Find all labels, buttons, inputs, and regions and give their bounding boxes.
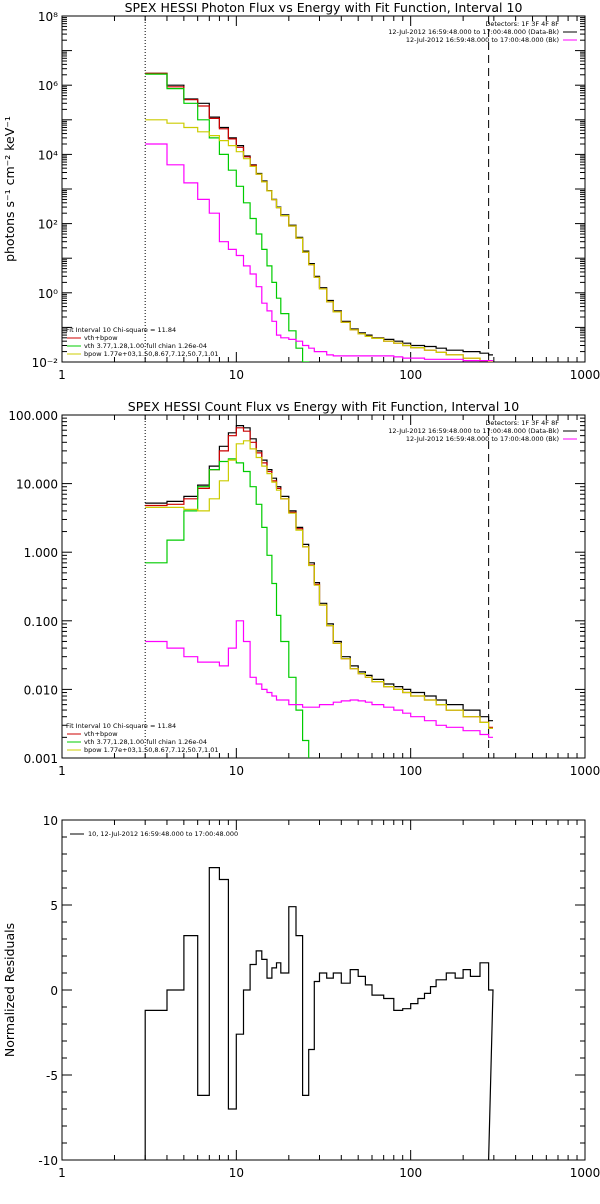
series-line-1 (145, 72, 493, 356)
y-tick-label: 0.100 (24, 615, 58, 629)
y-tick-label: -5 (46, 1069, 58, 1083)
y-tick-label: 5 (50, 899, 58, 913)
series-line-2 (145, 427, 493, 728)
y-tick-label: 0.010 (24, 683, 58, 697)
legend-entry: 12-Jul-2012 16:59:48.000 to 17:00:48.000… (406, 36, 559, 44)
y-tick-label: 10 (43, 814, 58, 828)
legend-entry: bpow 1.77e+03,1.50,8.67,7.12,50.7,1.01 (84, 350, 219, 358)
x-tick-label: 100 (399, 368, 422, 382)
chart-panel-3: 1 10 100 1000 -10 -5 0 5 10 Normalized Residuals 1… (2, 814, 600, 1180)
legend-entry: vth+bpow (84, 334, 118, 342)
x-tick-label: 1000 (570, 764, 600, 778)
legend-entry: vth 3.77,1.28,1.00 full chian 1.26e-04 (84, 342, 207, 350)
legend-entry: Detectors: 1F 3F 4F 8F (485, 419, 559, 427)
series-line-4 (145, 119, 493, 362)
x-tick-label: 1 (58, 764, 66, 778)
legend-entry: Fit Interval 10 Chi-square = 11.84 (66, 326, 176, 334)
x-tick-label: 10 (229, 368, 244, 382)
x-tick-label: 100 (399, 764, 422, 778)
plot-frame (61, 15, 586, 363)
y-tick-label: 10⁶ (38, 79, 58, 93)
series-line-3 (145, 73, 310, 362)
x-tick-label: 1 (58, 368, 66, 382)
plot-frame (61, 414, 586, 759)
y-tick-label: 10² (38, 218, 58, 232)
legend-entry: 12-Jul-2012 16:59:48.000 to 17:00:48.000… (388, 427, 559, 435)
y-tick-label: -10 (38, 1154, 58, 1168)
legend-entry: 12-Jul-2012 16:59:48.000 to 17:00:48.000… (388, 28, 559, 36)
chart-panel-1: 1 10 100 1000 10⁻² 10⁰ 10² 10⁴ 10⁶ 10⁸ SPEX HESSI … (2, 0, 600, 382)
series-line-5 (145, 143, 493, 362)
x-tick-label: 1000 (570, 1166, 600, 1180)
legend-entry: 12-Jul-2012 16:59:48.000 to 17:00:48.000… (406, 435, 559, 443)
y-tick-label: 10⁰ (38, 287, 58, 301)
legend-entry: Detectors: 1F 3F 4F 8F (485, 20, 559, 28)
y-tick-label: 10⁴ (38, 148, 58, 162)
series-line-1 (145, 425, 493, 722)
legend-entry: vth+bpow (84, 730, 118, 738)
y-axis-label: photons s⁻¹ cm⁻² keV⁻¹ (2, 116, 17, 262)
y-tick-label: 10⁻² (32, 356, 59, 370)
y-tick-label: 100.000 (8, 409, 58, 423)
y-tick-label: 10.000 (16, 478, 58, 492)
legend-entry: bpow 1.77e+03,1.50,8.67,7.12,50.7,1.01 (84, 746, 219, 754)
chart-panel-2: 1 10 100 1000 0.001 0.010 0.100 1.000 10.000 100.… (8, 399, 600, 778)
x-tick-label: 10 (229, 764, 244, 778)
x-tick-label: 1000 (570, 368, 600, 382)
x-tick-label: 100 (399, 1166, 422, 1180)
x-tick-label: 10 (229, 1166, 244, 1180)
plot-frame (61, 819, 586, 1161)
y-tick-label: 0 (50, 984, 58, 998)
chart-title: SPEX HESSI Count Flux vs Energy with Fit… (128, 399, 519, 414)
y-tick-label: 1.000 (24, 546, 58, 560)
y-tick-label: 10⁸ (38, 10, 58, 24)
y-tick-label: 0.001 (24, 752, 58, 766)
series-line-1 (144, 867, 494, 1160)
y-axis-label: Normalized Residuals (2, 923, 17, 1057)
legend-entry: vth 3.77,1.28,1.00 full chian 1.26e-04 (84, 738, 207, 746)
series-line-4 (145, 440, 493, 729)
chart-title: SPEX HESSI Photon Flux vs Energy with Fi… (125, 0, 523, 15)
series-line-5 (145, 620, 493, 738)
x-tick-label: 1 (58, 1166, 66, 1180)
legend-entry: Fit Interval 10 Chi-square = 11.84 (66, 722, 176, 730)
legend-entry: 10, 12-Jul-2012 16:59:48.000 to 17:00:48… (88, 830, 238, 838)
series-line-3 (145, 458, 310, 758)
